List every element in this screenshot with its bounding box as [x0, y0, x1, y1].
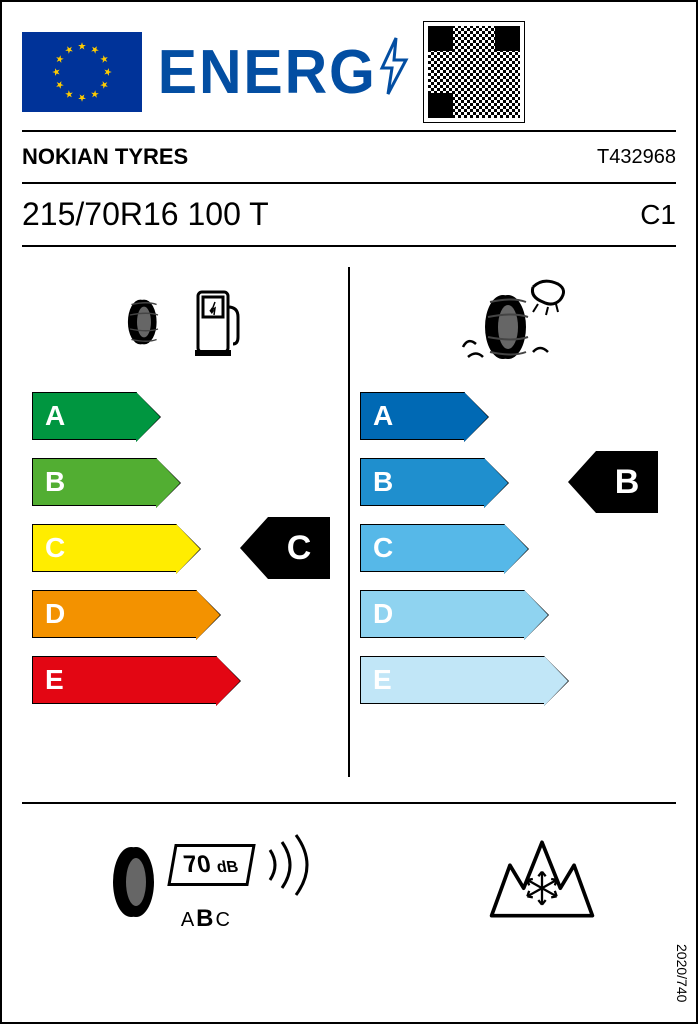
- rating-arrow-e: E: [32, 656, 217, 704]
- rating-arrow-b: B: [32, 458, 157, 506]
- qr-code-icon: [424, 22, 524, 122]
- noise-class-c: C: [216, 909, 232, 931]
- size-row: 215/70R16 100 T C1: [22, 192, 676, 237]
- rating-row-a: A: [360, 387, 545, 445]
- wet-grip-column: ABBCDE: [350, 267, 676, 777]
- eu-flag-icon: ★ ★ ★ ★ ★ ★ ★ ★ ★ ★ ★ ★: [22, 32, 142, 112]
- fuel-pump-icon: ♦: [193, 282, 248, 362]
- bottom-section: 70 dB ABC: [22, 802, 676, 939]
- rating-row-c: C: [360, 519, 545, 577]
- rating-row-d: D: [360, 585, 545, 643]
- tyre-class: C1: [640, 199, 676, 231]
- article-number: T432968: [597, 146, 676, 169]
- fuel-efficiency-column: ♦ ABCCDE: [22, 267, 348, 777]
- fuel-rating-marker: C: [268, 517, 330, 579]
- rating-arrow-d: D: [360, 590, 525, 638]
- rating-row-a: A: [32, 387, 217, 445]
- rating-row-b: BB: [360, 453, 545, 511]
- tyre-size: 215/70R16 100 T: [22, 196, 269, 233]
- rating-label: C: [373, 532, 393, 564]
- rating-arrow-b: B: [360, 458, 485, 506]
- rating-arrow-c: C: [360, 524, 505, 572]
- noise-class-b: B: [196, 905, 215, 932]
- rating-row-b: B: [32, 453, 217, 511]
- rating-row-e: E: [32, 651, 217, 709]
- rating-label: D: [45, 598, 65, 630]
- noise-unit: dB: [216, 859, 241, 877]
- rating-row-c: CC: [32, 519, 217, 577]
- rating-arrow-c: C: [32, 524, 177, 572]
- wet-rating-marker: B: [596, 451, 658, 513]
- tire-icon: [123, 287, 193, 357]
- rating-row-d: D: [32, 585, 217, 643]
- noise-rating: 70 dB ABC: [101, 827, 330, 937]
- snow-grip-icon: [487, 824, 597, 939]
- sound-waves-icon: [260, 830, 330, 900]
- rating-label: C: [45, 532, 65, 564]
- rating-arrow-e: E: [360, 656, 545, 704]
- brand-row: NOKIAN TYRES T432968: [22, 140, 676, 174]
- rating-label: B: [373, 466, 393, 498]
- rating-label: E: [373, 664, 392, 696]
- rating-label: E: [45, 664, 64, 696]
- rating-label: A: [373, 400, 393, 432]
- rating-arrow-a: A: [360, 392, 465, 440]
- energy-title: ENERG: [158, 37, 377, 108]
- rating-row-e: E: [360, 651, 545, 709]
- header: ★ ★ ★ ★ ★ ★ ★ ★ ★ ★ ★ ★ ENERG: [22, 22, 676, 122]
- noise-db: 70: [181, 851, 213, 879]
- rating-label: B: [45, 466, 65, 498]
- noise-scale: ABC: [181, 905, 232, 933]
- brand-name: NOKIAN TYRES: [22, 144, 188, 170]
- regulation-number: 2020/740: [674, 944, 690, 1002]
- lightning-icon: [374, 36, 414, 108]
- noise-value-box: 70 dB: [167, 844, 255, 886]
- rating-label: A: [45, 400, 65, 432]
- rating-arrow-a: A: [32, 392, 137, 440]
- rating-label: D: [373, 598, 393, 630]
- wet-tire-icon: [448, 272, 578, 372]
- ratings: ♦ ABCCDE ABBCDE: [22, 267, 676, 777]
- noise-class-a: A: [181, 909, 196, 931]
- rating-arrow-d: D: [32, 590, 197, 638]
